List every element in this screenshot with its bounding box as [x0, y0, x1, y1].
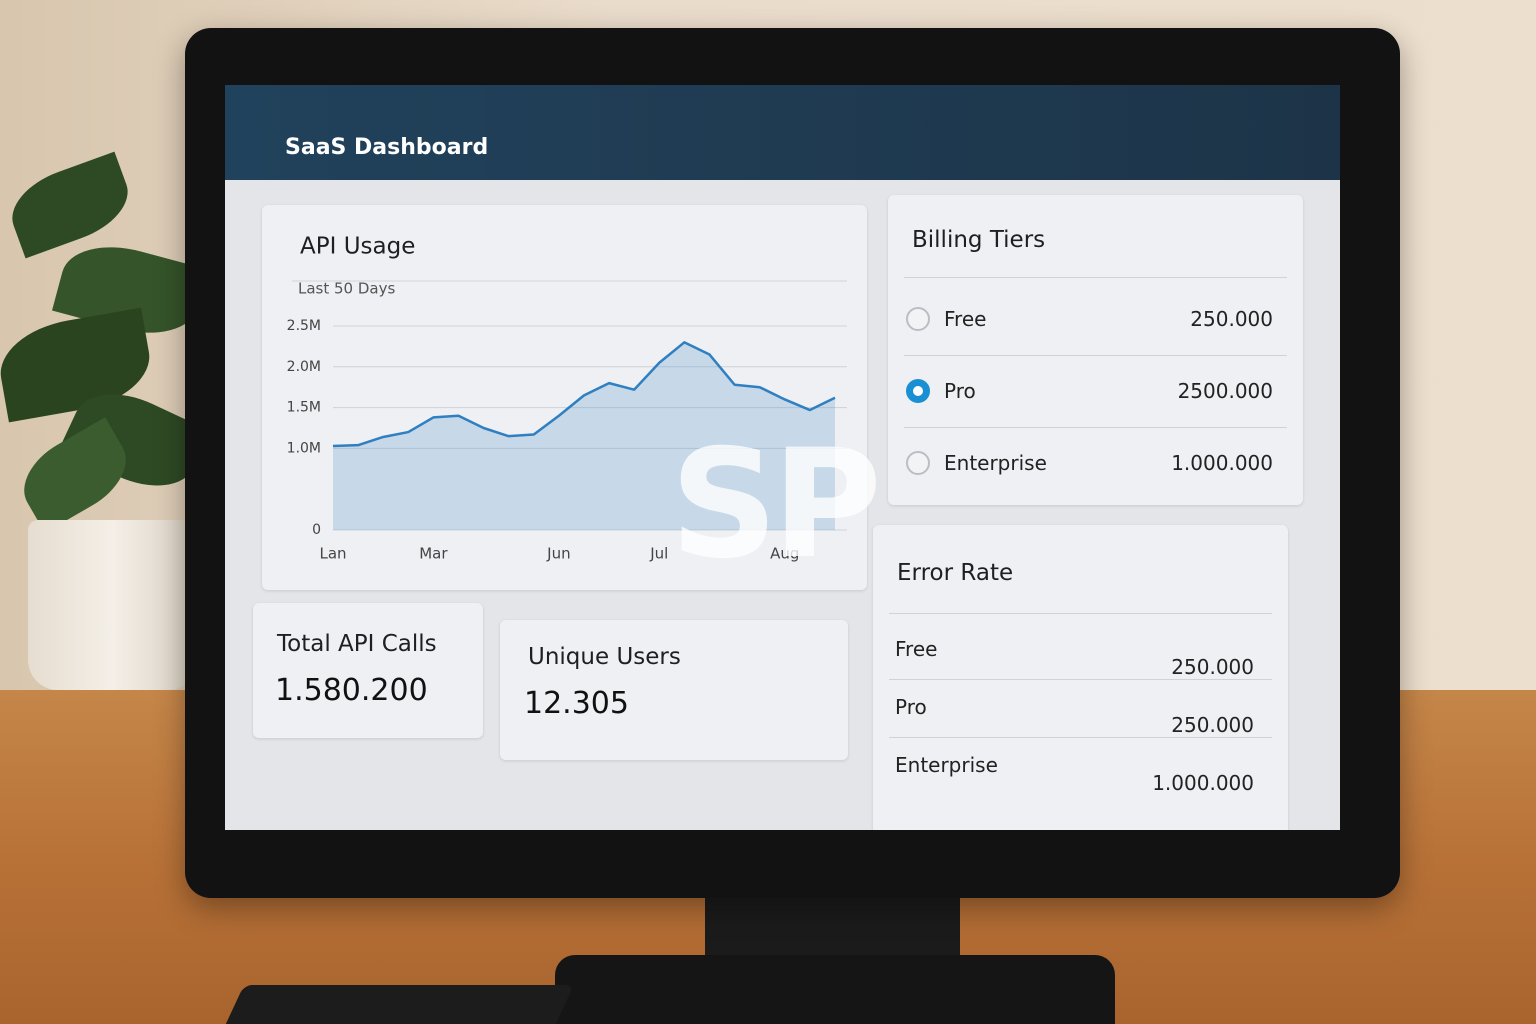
chart-subtitle: Last 50 Days [298, 280, 395, 298]
x-tick-label: Lan [319, 545, 346, 563]
divider [889, 613, 1272, 614]
card-title: Billing Tiers [912, 227, 1046, 253]
app-title: SaaS Dashboard [285, 135, 489, 160]
divider [889, 737, 1272, 738]
stat-card: Total API Calls 1.580.200 [253, 603, 483, 738]
tier-price: 1.000.000 [1171, 451, 1273, 475]
radio-button[interactable] [906, 451, 930, 475]
radio-button[interactable] [906, 379, 930, 403]
tier-price: 250.000 [1190, 307, 1273, 331]
screen: SaaS Dashboard API Usage Last 50 Days 0 1… [225, 85, 1340, 830]
monitor-stand [705, 895, 960, 965]
error-value: 1.000.000 [1152, 771, 1254, 795]
top-bar: SaaS Dashboard [225, 85, 1340, 180]
api-usage-card: API Usage Last 50 Days 0 1.0M 1.5M 2.0M 2.5M… [262, 205, 867, 590]
plant-pot [28, 520, 198, 690]
area-line [332, 341, 836, 448]
stat-label: Unique Users [528, 644, 681, 670]
error-tier-name: Enterprise [895, 753, 998, 777]
stat-label: Total API Calls [277, 631, 437, 657]
x-tick-label: Aug [770, 545, 799, 563]
watermark: SP [670, 418, 882, 592]
y-tick-label: 2.5M [287, 318, 321, 334]
y-tick-label: 0 [312, 522, 321, 538]
tier-name: Pro [944, 379, 976, 403]
stat-card: Unique Users 12.305 [500, 620, 848, 760]
tier-name: Enterprise [944, 451, 1047, 475]
area-fill [333, 342, 835, 530]
chart-title: API Usage [300, 234, 415, 260]
error-tier-name: Pro [895, 695, 927, 719]
error-rate-card: Error Rate Free 250.000 Pro 250.000 Enterpri… [873, 525, 1288, 830]
y-tick-label: 1.0M [287, 440, 321, 456]
divider [889, 679, 1272, 680]
tier-name: Free [944, 307, 987, 331]
y-tick-label: 2.0M [287, 359, 321, 375]
error-value: 250.000 [1171, 713, 1254, 737]
area-chart: API Usage Last 50 Days 0 1.0M 1.5M 2.0M 2.5M… [287, 234, 847, 563]
x-tick-label: Mar [419, 545, 448, 563]
divider [904, 277, 1287, 278]
stat-value: 12.305 [524, 686, 629, 721]
x-tick-label: Jun [546, 545, 570, 563]
radio-button[interactable] [906, 307, 930, 331]
y-tick-label: 1.5M [287, 400, 321, 416]
divider [904, 355, 1287, 356]
card-title: Error Rate [897, 560, 1014, 586]
error-tier-name: Free [895, 637, 938, 661]
error-value: 250.000 [1171, 655, 1254, 679]
billing-tiers-card: Billing Tiers Free 250.000 Pro 2500.000 Ente… [888, 195, 1303, 505]
stat-value: 1.580.200 [275, 673, 428, 708]
divider [904, 427, 1287, 428]
monitor-base [555, 955, 1115, 1024]
tier-price: 2500.000 [1177, 379, 1273, 403]
x-tick-label: Jul [649, 545, 668, 563]
plant-leaf [1, 151, 139, 259]
keyboard [216, 985, 574, 1024]
